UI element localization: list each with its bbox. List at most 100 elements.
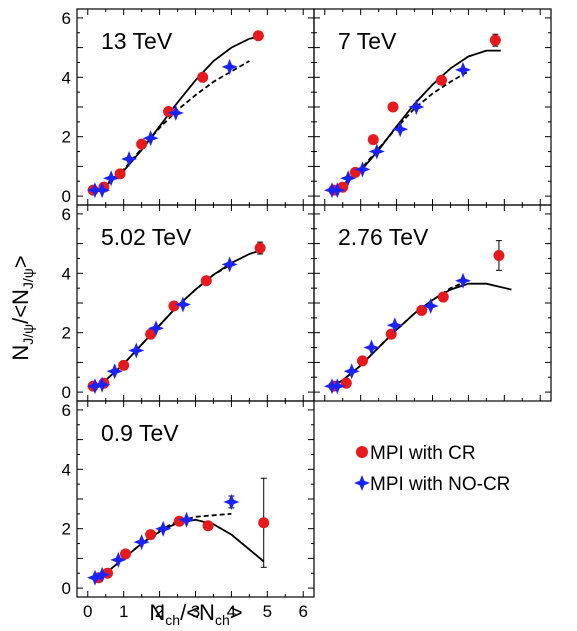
data-point-cr xyxy=(114,168,126,180)
data-point-cr xyxy=(489,34,501,46)
data-point-cr xyxy=(385,328,397,340)
y-tick-label: 0 xyxy=(62,383,71,402)
data-point-cr xyxy=(119,548,131,560)
legend: MPI with CR MPI with NO-CR xyxy=(354,443,510,495)
y-tick-label: 0 xyxy=(62,187,71,206)
data-point-nocr xyxy=(94,376,111,393)
data-point-cr xyxy=(118,359,130,371)
y-axis-label-end: > xyxy=(8,255,33,268)
data-point-nocr xyxy=(343,363,360,380)
panel-title: 5.02 TeV xyxy=(101,224,192,250)
x-tick-label: 0 xyxy=(83,602,92,621)
y-axis-label-sub2: J/ψ xyxy=(20,268,36,289)
data-point-nocr xyxy=(221,256,238,273)
data-point-nocr xyxy=(408,99,425,115)
panel-middle-left: 0 2 4 6 5.02 TeV xyxy=(62,204,315,402)
data-point-nocr xyxy=(223,494,240,510)
data-point-nocr xyxy=(106,363,123,380)
data-point-cr xyxy=(367,134,379,146)
legend-cr-marker xyxy=(356,446,368,458)
data-point-cr xyxy=(356,355,368,367)
panel-title: 13 TeV xyxy=(101,28,173,54)
x-axis-label-sub2: ch xyxy=(215,612,230,628)
data-point-cr xyxy=(136,138,148,150)
data-point-nocr xyxy=(155,520,172,537)
data-point-nocr xyxy=(110,551,127,568)
data-point-cr xyxy=(493,249,505,261)
panel-title: 7 TeV xyxy=(338,28,397,54)
x-tick-label: 5 xyxy=(263,602,272,621)
data-point-nocr xyxy=(368,143,385,160)
data-point-cr xyxy=(252,30,264,42)
y-tick-label: 6 xyxy=(62,401,71,420)
data-point-nocr xyxy=(354,161,371,178)
legend-nocr-marker xyxy=(354,475,370,491)
y-tick-label: 4 xyxy=(62,68,71,87)
panel-top-right: 7 TeV xyxy=(313,8,552,206)
data-point-cr xyxy=(145,529,157,541)
data-point-nocr xyxy=(455,272,471,289)
fit-curve-solid xyxy=(94,518,265,581)
data-point-nocr xyxy=(386,317,403,334)
data-point-nocr xyxy=(329,378,346,395)
data-point-cr xyxy=(258,517,270,529)
y-tick-label: 4 xyxy=(62,460,71,479)
data-point-nocr xyxy=(128,342,145,359)
y-axis-label-sub1: J/ψ xyxy=(20,324,36,345)
data-point-cr xyxy=(168,300,180,312)
data-point-cr xyxy=(202,520,214,532)
data-point-cr xyxy=(435,74,447,86)
data-point-nocr xyxy=(167,104,184,121)
y-axis-label-main: N xyxy=(8,345,33,361)
x-tick-label: 4 xyxy=(227,602,236,621)
x-axis-label-mid: /<N xyxy=(180,600,215,625)
data-point-nocr xyxy=(148,320,164,337)
panel-middle-right: 2.76 TeV xyxy=(313,204,552,402)
data-point-nocr xyxy=(422,298,439,314)
data-point-nocr xyxy=(329,182,346,199)
y-tick-label: 2 xyxy=(62,520,71,539)
x-axis-label-end: > xyxy=(230,600,243,625)
data-point-cr xyxy=(387,101,399,113)
data-point-nocr xyxy=(142,130,159,147)
y-tick-label: 4 xyxy=(62,264,71,283)
data-point-cr xyxy=(197,71,209,83)
data-point-nocr xyxy=(174,296,191,313)
x-axis-label: Nch/<Nch> xyxy=(149,600,242,628)
x-axis-label-sub1: ch xyxy=(165,612,180,628)
data-point-cr xyxy=(416,304,428,316)
data-point-nocr xyxy=(121,151,138,167)
y-axis-label-mid: /<N xyxy=(8,289,33,324)
data-point-nocr xyxy=(133,534,150,551)
data-point-nocr xyxy=(94,182,111,199)
data-point-nocr xyxy=(221,58,238,75)
data-point-nocr xyxy=(455,61,471,78)
y-axis-label: NJ/ψ/<NJ/ψ> xyxy=(8,255,36,360)
data-point-nocr xyxy=(363,339,380,356)
x-tick-label: 6 xyxy=(298,602,307,621)
y-tick-label: 6 xyxy=(62,9,71,28)
legend-nocr-label: MPI with NO-CR xyxy=(370,474,510,495)
data-point-nocr xyxy=(340,170,357,187)
data-point-nocr xyxy=(103,170,120,187)
legend-cr-label: MPI with CR xyxy=(370,443,476,464)
x-tick-label: 3 xyxy=(191,602,200,621)
y-tick-label: 2 xyxy=(62,324,71,343)
panel-title: 2.76 TeV xyxy=(338,224,429,250)
data-point-nocr xyxy=(87,378,103,395)
data-point-cr xyxy=(437,291,449,303)
panel-title: 0.9 TeV xyxy=(101,420,179,446)
y-tick-label: 2 xyxy=(62,128,71,147)
data-point-nocr xyxy=(94,566,111,583)
data-point-cr xyxy=(254,242,266,254)
x-tick-label: 1 xyxy=(119,602,128,621)
x-tick-label: 2 xyxy=(155,602,164,621)
data-point-cr xyxy=(200,275,212,287)
panel-bottom-left: 0 2 4 6 0 1 2 3 4 5 6 0.9 TeV xyxy=(62,400,315,621)
x-axis-label-main: N xyxy=(149,600,165,625)
data-point-nocr xyxy=(392,121,409,138)
y-tick-label: 6 xyxy=(62,205,71,224)
panel-top-left: 0 2 4 6 13 TeV xyxy=(62,8,315,206)
